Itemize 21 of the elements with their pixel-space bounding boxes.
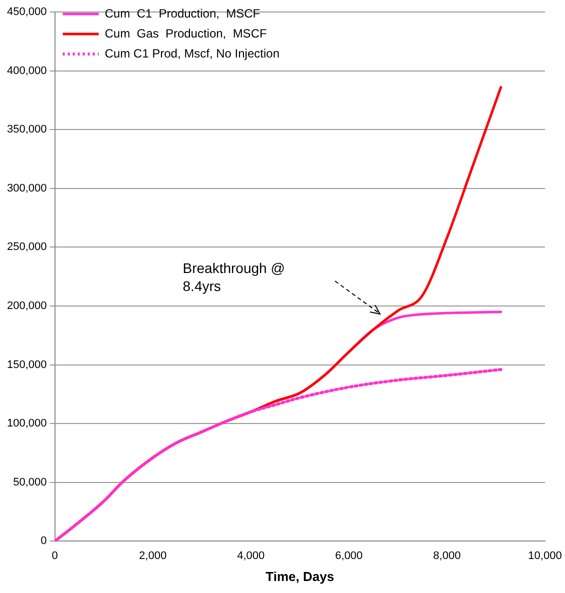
- y-tick-label: 400,000: [6, 64, 47, 77]
- y-tick-label: 200,000: [6, 300, 47, 312]
- y-tick-label: 250,000: [6, 241, 47, 254]
- legend-label: Cum C1 Production, MSCF: [104, 6, 260, 20]
- x-axis-title: Time, Days: [266, 568, 334, 584]
- x-tick-label: 6,000: [335, 550, 363, 562]
- y-tick-label: 300,000: [6, 182, 47, 194]
- annotation: Breakthrough @ 8.4yrs: [182, 260, 285, 294]
- y-tick-label: 0: [40, 535, 47, 548]
- x-tick-label: 4,000: [237, 550, 265, 562]
- y-tick-label: 100,000: [6, 418, 47, 430]
- x-tick-label: 8,000: [433, 550, 461, 562]
- x-tick-label: 2,000: [139, 550, 167, 562]
- x-tick-label: 10,000: [528, 550, 562, 562]
- x-tick-label: 0: [52, 550, 58, 562]
- y-tick-label: 350,000: [6, 124, 47, 136]
- y-tick-label: 450,000: [6, 6, 47, 18]
- legend-label: Cum C1 Prod, Mscf, No Injection: [104, 46, 280, 60]
- legend-label: Cum Gas Production, MSCF: [104, 26, 267, 40]
- y-tick-label: 50,000: [13, 476, 47, 488]
- y-tick-label: 150,000: [6, 358, 47, 371]
